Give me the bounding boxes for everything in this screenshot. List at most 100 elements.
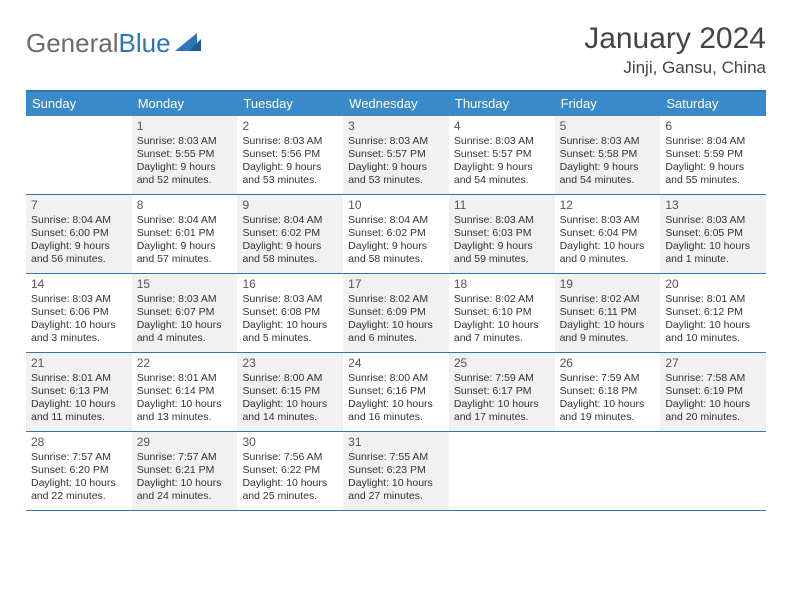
day-cell: 10Sunrise: 8:04 AMSunset: 6:02 PMDayligh… [343, 195, 449, 273]
logo-triangle-icon [175, 31, 201, 56]
title-block: January 2024 Jinji, Gansu, China [584, 22, 766, 78]
day-info-line: and 57 minutes. [137, 253, 233, 266]
day-number: 2 [242, 119, 338, 134]
day-info-line: Sunset: 6:21 PM [137, 464, 233, 477]
day-info-line: and 58 minutes. [242, 253, 338, 266]
day-info-line: and 59 minutes. [454, 253, 550, 266]
weekday-header: Friday [555, 92, 661, 116]
day-number: 14 [31, 277, 127, 292]
day-info-line: and 24 minutes. [137, 490, 233, 503]
day-info-line: Daylight: 10 hours [242, 398, 338, 411]
day-number: 8 [137, 198, 233, 213]
day-cell: 28Sunrise: 7:57 AMSunset: 6:20 PMDayligh… [26, 432, 132, 510]
day-info-line: Daylight: 10 hours [560, 319, 656, 332]
day-cell: 30Sunrise: 7:56 AMSunset: 6:22 PMDayligh… [237, 432, 343, 510]
day-info-line: and 58 minutes. [348, 253, 444, 266]
day-info-line: Sunset: 6:02 PM [242, 227, 338, 240]
week-row: 14Sunrise: 8:03 AMSunset: 6:06 PM Dayligh… [26, 274, 766, 353]
day-info-line: and 55 minutes. [665, 174, 761, 187]
day-info-line: Daylight: 9 hours [348, 240, 444, 253]
day-info-line: Daylight: 9 hours [560, 161, 656, 174]
day-number: 15 [137, 277, 233, 292]
day-info-line: Sunrise: 8:03 AM [454, 135, 550, 148]
day-info-line: Sunset: 6:15 PM [242, 385, 338, 398]
day-cell: 13Sunrise: 8:03 AMSunset: 6:05 PMDayligh… [660, 195, 766, 273]
day-info-line: Sunset: 6:18 PM [560, 385, 656, 398]
day-info-line: Daylight: 9 hours [137, 161, 233, 174]
day-info-line: Sunrise: 8:03 AM [137, 135, 233, 148]
day-info-line: Daylight: 10 hours [348, 477, 444, 490]
calendar: SundayMondayTuesdayWednesdayThursdayFrid… [26, 90, 766, 511]
day-info-line: Sunrise: 8:00 AM [348, 372, 444, 385]
day-info-line: Sunrise: 8:03 AM [348, 135, 444, 148]
day-info-line: and 54 minutes. [454, 174, 550, 187]
day-cell: 1Sunrise: 8:03 AMSunset: 5:55 PMDaylight… [132, 116, 238, 194]
day-info-line: Daylight: 10 hours [560, 398, 656, 411]
day-info-line: Sunrise: 8:03 AM [31, 293, 127, 306]
day-cell [449, 432, 555, 510]
day-cell: 29Sunrise: 7:57 AMSunset: 6:21 PMDayligh… [132, 432, 238, 510]
day-info-line: and 22 minutes. [31, 490, 127, 503]
day-cell [26, 116, 132, 194]
day-info-line: Sunset: 5:55 PM [137, 148, 233, 161]
week-row: 7Sunrise: 8:04 AMSunset: 6:00 PMDaylight… [26, 195, 766, 274]
day-info-line: Daylight: 10 hours [665, 240, 761, 253]
day-cell: 11Sunrise: 8:03 AMSunset: 6:03 PMDayligh… [449, 195, 555, 273]
day-info-line: Sunrise: 8:03 AM [560, 135, 656, 148]
weekday-header: Wednesday [343, 92, 449, 116]
day-info-line: Sunset: 6:23 PM [348, 464, 444, 477]
day-cell: 27Sunrise: 7:58 AMSunset: 6:19 PMDayligh… [660, 353, 766, 431]
day-info-line: Sunset: 6:09 PM [348, 306, 444, 319]
day-info-line: Sunrise: 8:03 AM [665, 214, 761, 227]
day-info-line: Daylight: 10 hours [454, 398, 550, 411]
day-number: 22 [137, 356, 233, 371]
day-info-line: Sunset: 6:20 PM [31, 464, 127, 477]
day-info-line: and 1 minute. [665, 253, 761, 266]
day-info-line: Sunrise: 7:56 AM [242, 451, 338, 464]
day-cell: 9Sunrise: 8:04 AMSunset: 6:02 PMDaylight… [237, 195, 343, 273]
day-info-line: Daylight: 10 hours [348, 319, 444, 332]
day-number: 4 [454, 119, 550, 134]
day-info-line: Daylight: 9 hours [137, 240, 233, 253]
day-info-line: and 7 minutes. [454, 332, 550, 345]
day-cell: 20Sunrise: 8:01 AMSunset: 6:12 PMDayligh… [660, 274, 766, 352]
day-info-line: Daylight: 10 hours [665, 398, 761, 411]
day-info-line: Sunset: 6:07 PM [137, 306, 233, 319]
day-info-line: and 54 minutes. [560, 174, 656, 187]
day-info-line: Daylight: 10 hours [242, 477, 338, 490]
day-info-line: Sunrise: 8:02 AM [348, 293, 444, 306]
weekday-header: Sunday [26, 92, 132, 116]
day-number: 3 [348, 119, 444, 134]
day-info-line: and 9 minutes. [560, 332, 656, 345]
day-info-line: Daylight: 10 hours [348, 398, 444, 411]
day-info-line: Sunrise: 8:03 AM [242, 135, 338, 148]
day-cell: 25Sunrise: 7:59 AMSunset: 6:17 PMDayligh… [449, 353, 555, 431]
day-info-line: Sunset: 6:14 PM [137, 385, 233, 398]
day-cell: 31Sunrise: 7:55 AMSunset: 6:23 PMDayligh… [343, 432, 449, 510]
day-info-line: Sunset: 6:08 PM [242, 306, 338, 319]
header: GeneralBlue January 2024 Jinji, Gansu, C… [26, 22, 766, 78]
day-number: 20 [665, 277, 761, 292]
day-info-line: and 27 minutes. [348, 490, 444, 503]
day-info-line: Daylight: 9 hours [454, 240, 550, 253]
weekday-header: Monday [132, 92, 238, 116]
day-info-line: Sunset: 6:16 PM [348, 385, 444, 398]
day-number: 5 [560, 119, 656, 134]
day-info-line: Sunrise: 7:55 AM [348, 451, 444, 464]
day-info-line: Sunset: 6:06 PM [31, 306, 127, 319]
day-cell: 17Sunrise: 8:02 AMSunset: 6:09 PMDayligh… [343, 274, 449, 352]
day-info-line: Sunrise: 8:04 AM [242, 214, 338, 227]
weekday-header: Saturday [660, 92, 766, 116]
day-info-line: Daylight: 10 hours [454, 319, 550, 332]
day-info-line: Daylight: 10 hours [137, 398, 233, 411]
day-info-line: Daylight: 10 hours [560, 240, 656, 253]
day-cell: 26Sunrise: 7:59 AMSunset: 6:18 PMDayligh… [555, 353, 661, 431]
logo-word2: Blue [119, 28, 171, 58]
day-info-line: Sunrise: 7:57 AM [31, 451, 127, 464]
day-info-line: Sunrise: 8:01 AM [137, 372, 233, 385]
day-info-line: and 56 minutes. [31, 253, 127, 266]
day-info-line: Sunset: 6:10 PM [454, 306, 550, 319]
day-cell [555, 432, 661, 510]
week-row: 28Sunrise: 7:57 AMSunset: 6:20 PMDayligh… [26, 432, 766, 511]
day-info-line: Sunset: 6:19 PM [665, 385, 761, 398]
